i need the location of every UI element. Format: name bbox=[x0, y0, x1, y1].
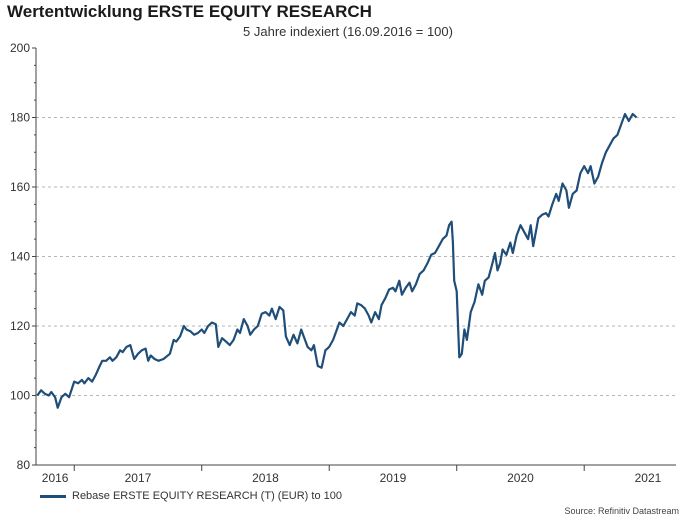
y-tick-label: 80 bbox=[17, 458, 31, 472]
y-tick-label: 180 bbox=[10, 111, 30, 125]
x-tick-labels: 2016 2017 2018 2019 2020 2021 bbox=[42, 471, 662, 485]
legend-swatch bbox=[40, 494, 66, 498]
axes bbox=[32, 47, 676, 471]
chart-subtitle: 5 Jahre indexiert (16.09.2016 = 100) bbox=[243, 24, 453, 39]
x-tick-label: 2019 bbox=[380, 471, 407, 485]
series-line-0 bbox=[36, 112, 638, 409]
y-tick-label: 160 bbox=[10, 180, 30, 194]
source-note: Source: Refinitiv Datastream bbox=[564, 506, 679, 516]
legend: Rebase ERSTE EQUITY RESEARCH (T) (EUR) t… bbox=[40, 490, 342, 502]
y-tick-label: 120 bbox=[10, 319, 30, 333]
series-lines bbox=[36, 112, 638, 409]
x-tick-label: 2020 bbox=[507, 471, 534, 485]
x-tick-label: 2016 bbox=[42, 471, 69, 485]
y-tick-label: 100 bbox=[10, 389, 30, 403]
legend-label: Rebase ERSTE EQUITY RESEARCH (T) (EUR) t… bbox=[72, 490, 342, 502]
y-tick-labels: 80 100 120 140 160 180 200 bbox=[10, 41, 30, 472]
y-tick-label: 200 bbox=[10, 41, 30, 55]
x-tick-label: 2017 bbox=[125, 471, 152, 485]
x-tick-label: 2021 bbox=[635, 471, 662, 485]
gridlines bbox=[36, 117, 676, 396]
chart-title: Wertentwicklung ERSTE EQUITY RESEARCH bbox=[7, 2, 372, 21]
y-tick-label: 140 bbox=[10, 250, 30, 264]
x-tick-label: 2018 bbox=[252, 471, 279, 485]
